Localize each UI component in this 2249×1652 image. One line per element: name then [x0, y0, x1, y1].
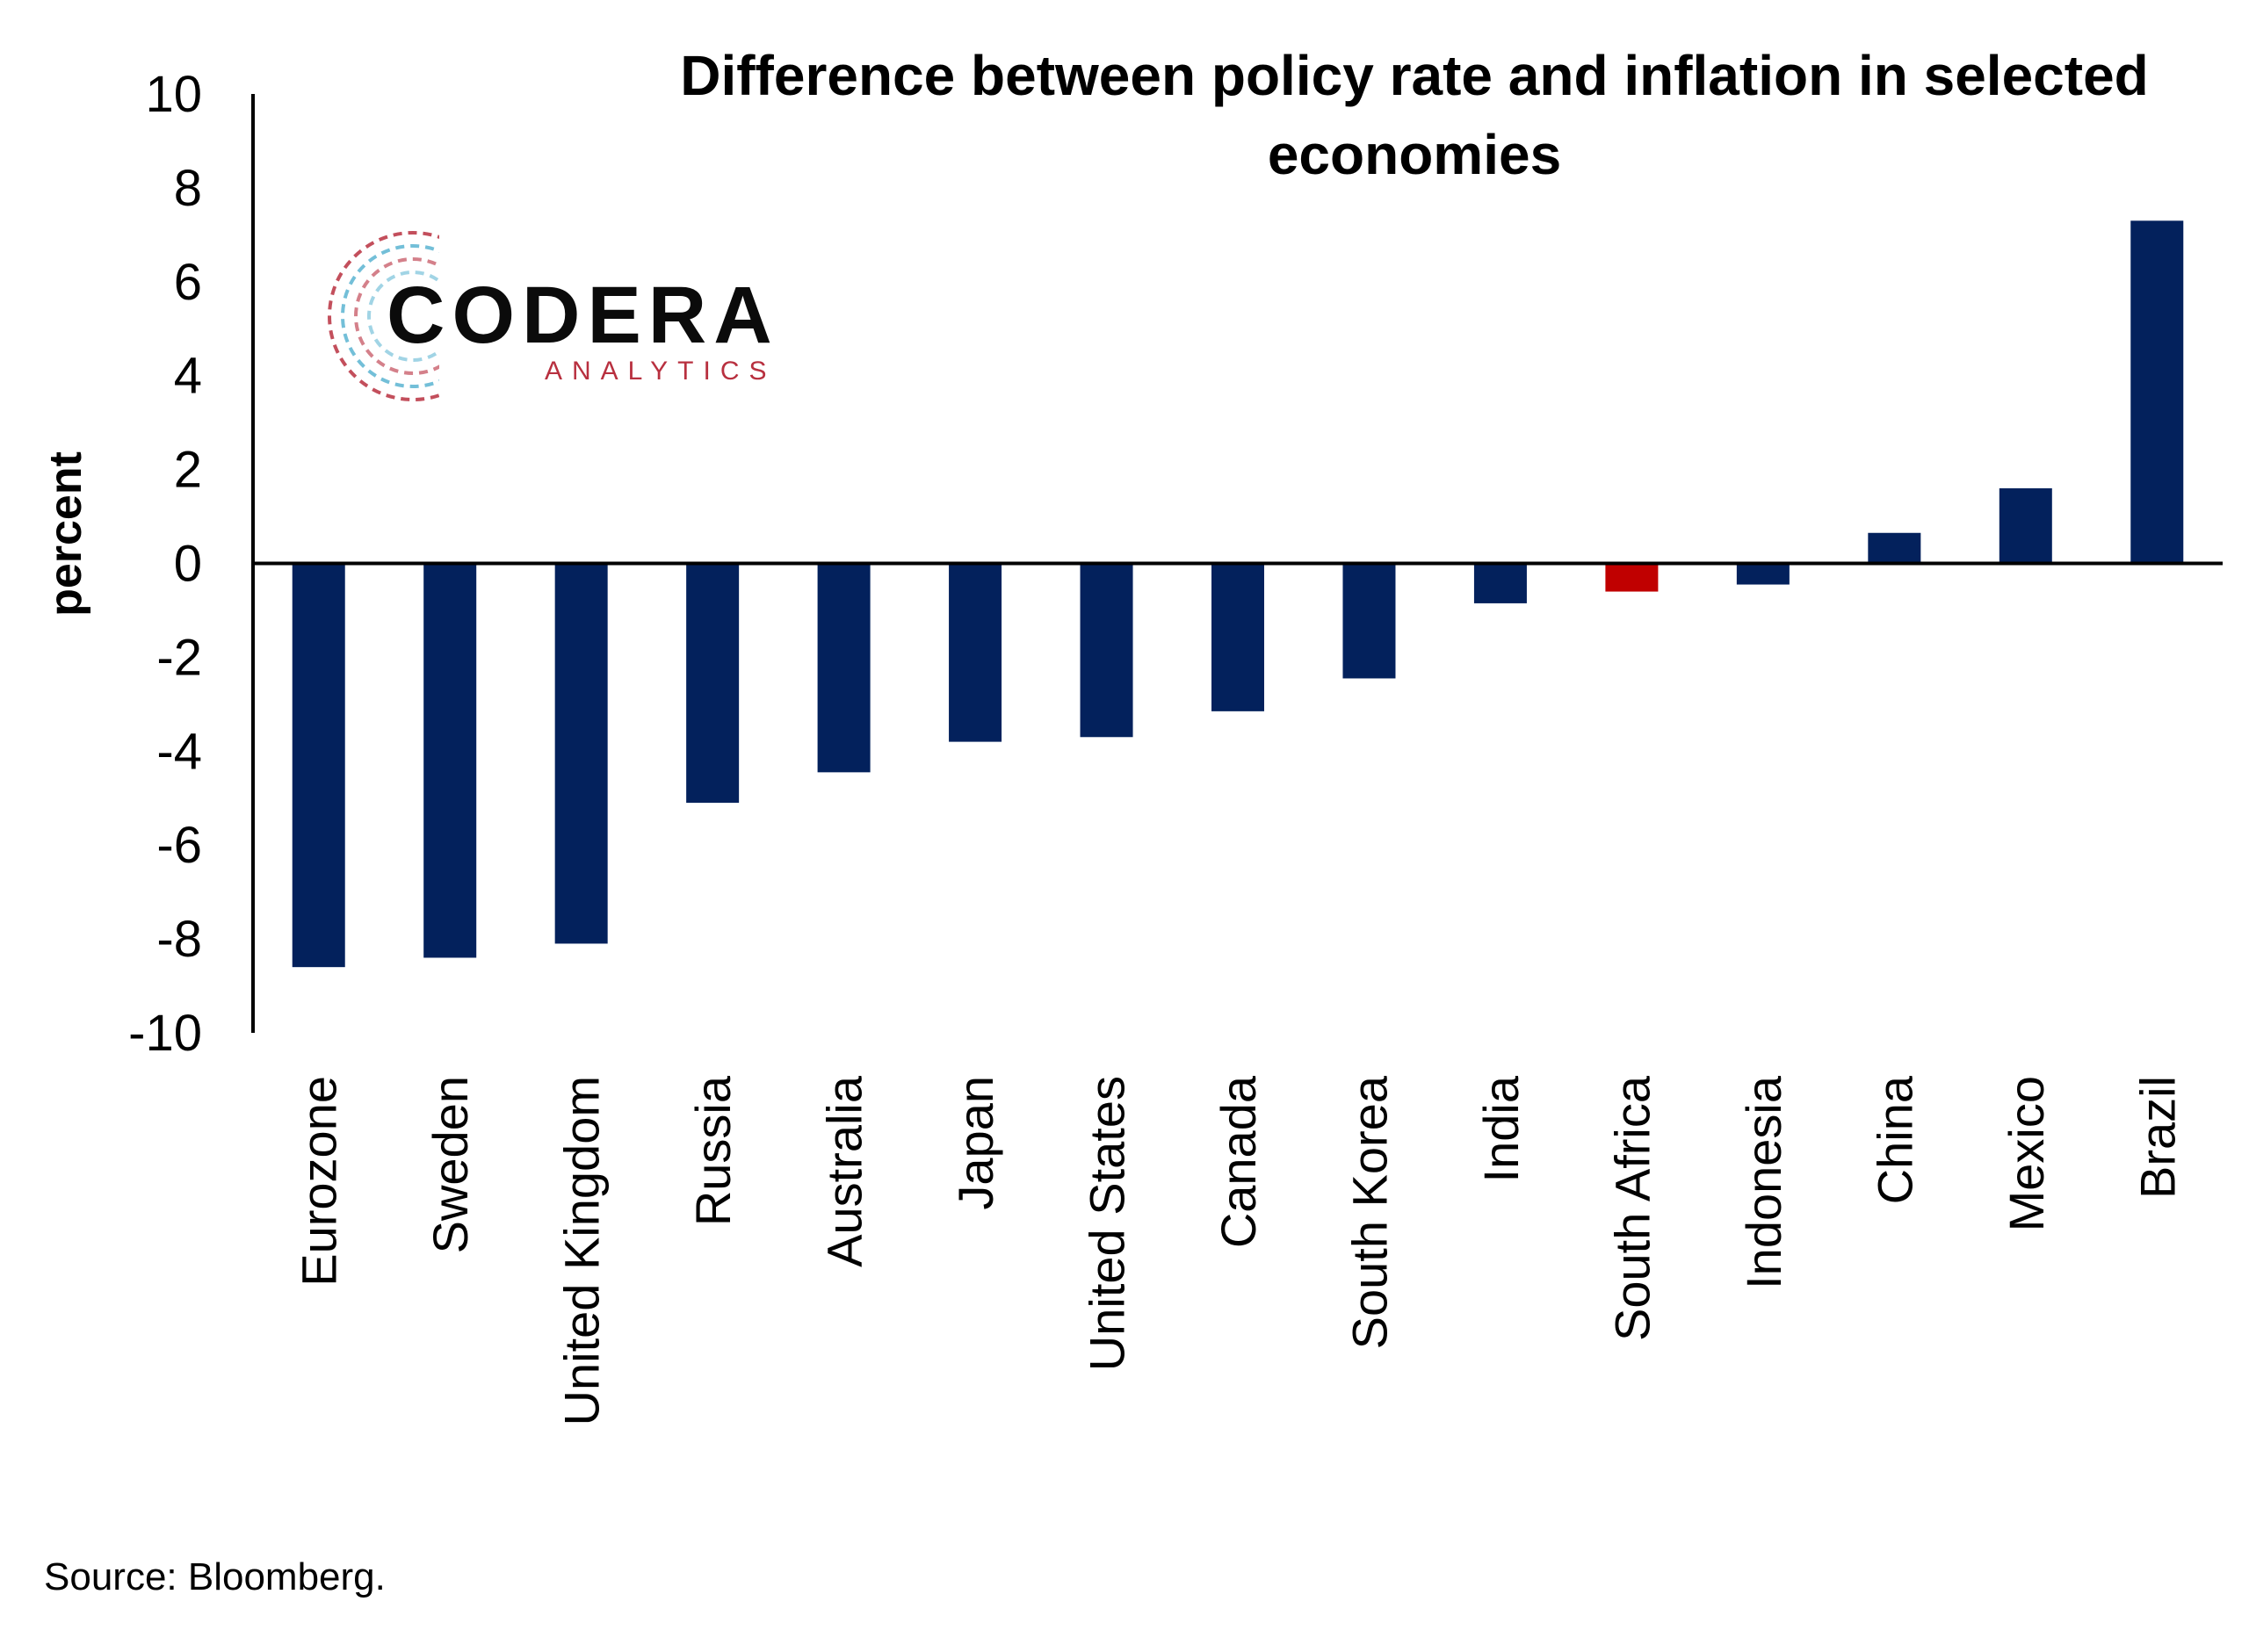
y-axis-label: percent	[40, 451, 91, 617]
y-tick-label: -2	[156, 629, 202, 686]
bar	[1868, 532, 1921, 564]
bars	[292, 220, 2184, 968]
x-tick-label: Eurozone	[292, 1076, 347, 1287]
bar	[1473, 563, 1527, 603]
chart-title: Difference between policy rate and infla…	[680, 44, 2149, 186]
logo-mask	[439, 224, 545, 408]
y-axis-ticks: 10 8 6 4 2 0 -2 -4 -6 -8 -10	[128, 66, 202, 1062]
y-tick-label: -4	[156, 723, 202, 780]
bar	[686, 563, 740, 804]
bar	[292, 563, 345, 968]
x-tick-label: Japan	[948, 1076, 1003, 1210]
bar	[817, 563, 871, 773]
bar	[1342, 563, 1396, 679]
bar	[2130, 220, 2184, 564]
y-tick-label: -8	[156, 911, 202, 968]
bar	[949, 563, 1002, 742]
x-tick-label: Australia	[817, 1075, 872, 1267]
bar	[1080, 563, 1133, 738]
x-tick-label: India	[1473, 1075, 1529, 1182]
x-tick-label: Indonesia	[1736, 1075, 1791, 1289]
x-axis-labels: Eurozone Sweden United Kingdom Russia Austra…	[292, 1075, 2186, 1425]
x-tick-label: Mexico	[1999, 1076, 2054, 1231]
chart-title-line: economies	[1268, 123, 1561, 186]
logo-subtitle: ANALYTICS	[545, 357, 777, 386]
bar	[423, 563, 477, 958]
y-tick-label: 10	[145, 66, 202, 123]
x-tick-label: South Korea	[1341, 1075, 1397, 1349]
y-tick-label: 6	[174, 254, 202, 311]
bar	[554, 563, 608, 944]
source-note: Source: Bloomberg.	[44, 1555, 386, 1598]
y-tick-label: -10	[128, 1005, 202, 1062]
bar	[1736, 563, 1790, 585]
x-tick-label: United States	[1080, 1076, 1135, 1371]
x-tick-label: United Kingdom	[554, 1076, 610, 1425]
y-tick-label: 0	[174, 536, 202, 593]
x-tick-label: China	[1867, 1075, 1922, 1204]
x-tick-label: Sweden	[423, 1076, 478, 1253]
y-tick-label: 8	[174, 160, 202, 217]
logo-wordmark: CODERA	[387, 271, 779, 360]
x-tick-label: South Africa	[1604, 1075, 1660, 1341]
y-tick-label: 2	[174, 442, 202, 499]
logo-mark-icon	[328, 224, 545, 408]
x-tick-label: Canada	[1211, 1075, 1266, 1248]
y-tick-label: -6	[156, 817, 202, 874]
codera-logo: CODERA ANALYTICS	[328, 224, 779, 408]
y-tick-label: 4	[174, 348, 202, 405]
bar	[1999, 487, 2052, 564]
bar	[1605, 563, 1659, 592]
bar	[1211, 563, 1264, 711]
x-tick-label: Russia	[685, 1075, 741, 1226]
chart-title-line: Difference between policy rate and infla…	[680, 44, 2149, 107]
x-tick-label: Brazil	[2130, 1076, 2185, 1199]
